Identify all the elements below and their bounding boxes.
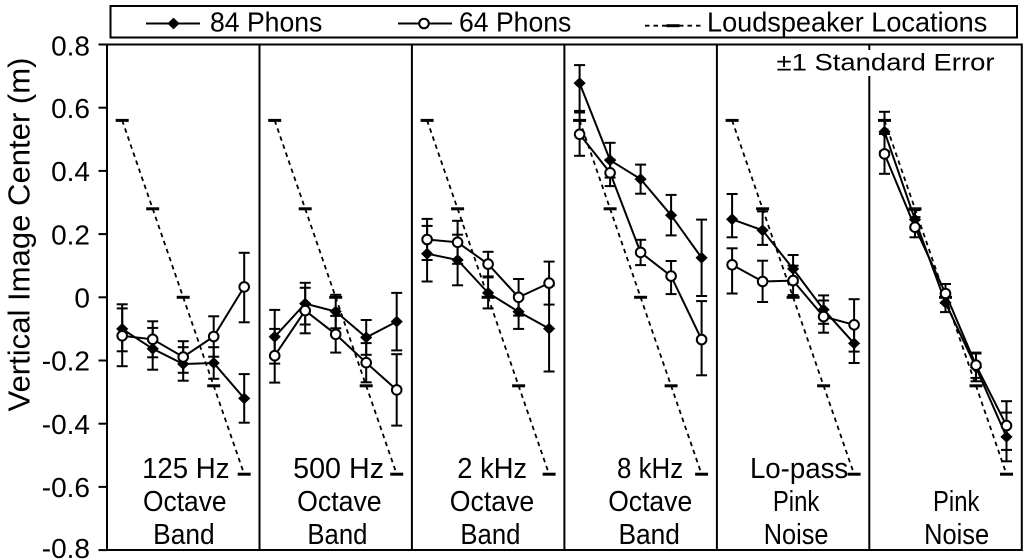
svg-text:Octave: Octave: [143, 486, 227, 518]
svg-text:Band: Band: [153, 519, 215, 551]
svg-text:-0.6: -0.6: [42, 472, 90, 503]
svg-text:0.2: 0.2: [51, 219, 90, 250]
svg-text:±1 Standard Error: ±1 Standard Error: [777, 50, 995, 77]
svg-text:Octave: Octave: [608, 486, 692, 518]
svg-text:Loudspeaker Locations: Loudspeaker Locations: [707, 7, 987, 38]
svg-text:0.6: 0.6: [51, 93, 90, 124]
svg-text:500 Hz: 500 Hz: [293, 453, 384, 485]
svg-text:Noise: Noise: [924, 519, 989, 551]
svg-text:Noise: Noise: [764, 519, 829, 551]
svg-text:Vertical Image Center (m): Vertical Image Center (m): [2, 58, 37, 412]
svg-text:Octave: Octave: [450, 486, 535, 518]
svg-text:-0.2: -0.2: [42, 346, 90, 377]
svg-text:8 kHz: 8 kHz: [617, 453, 683, 485]
svg-text:Pink: Pink: [773, 486, 820, 518]
svg-text:Band: Band: [307, 519, 367, 551]
svg-text:Band: Band: [460, 519, 520, 551]
svg-text:Lo-pass: Lo-pass: [750, 453, 848, 485]
svg-text:0: 0: [74, 283, 90, 314]
svg-text:Pink: Pink: [933, 486, 980, 518]
svg-text:-0.4: -0.4: [42, 409, 90, 440]
svg-text:0.4: 0.4: [51, 156, 90, 187]
svg-text:Octave: Octave: [297, 486, 382, 518]
svg-text:125 Hz: 125 Hz: [142, 453, 229, 485]
svg-text:Band: Band: [618, 519, 680, 551]
svg-text:2 kHz: 2 kHz: [457, 453, 527, 485]
svg-text:0.8: 0.8: [51, 31, 90, 62]
svg-text:84 Phons: 84 Phons: [210, 7, 322, 38]
svg-text:-0.8: -0.8: [42, 533, 90, 559]
svg-text:64 Phons: 64 Phons: [459, 7, 571, 38]
